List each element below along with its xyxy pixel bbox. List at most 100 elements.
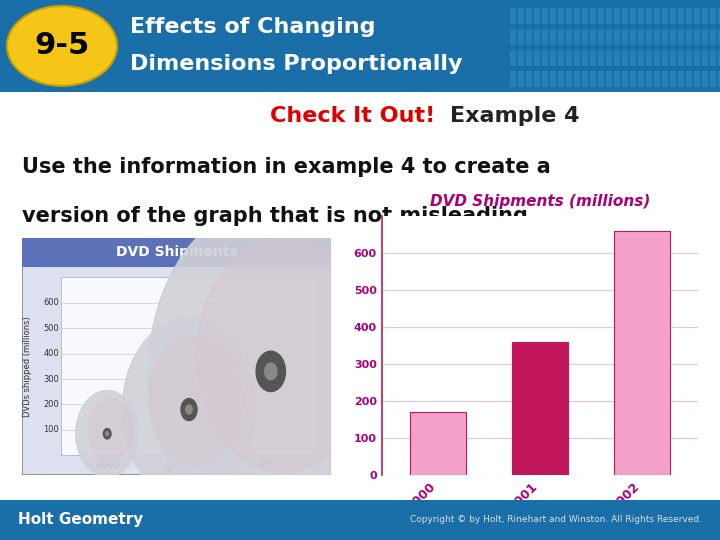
Text: DVDs shipped (millions): DVDs shipped (millions) (23, 316, 32, 417)
Ellipse shape (7, 6, 117, 86)
Circle shape (186, 405, 192, 414)
Circle shape (256, 351, 285, 392)
Circle shape (149, 336, 243, 464)
Bar (22, 238, 331, 267)
Bar (670, 71, 676, 87)
Bar (638, 8, 644, 24)
Text: Copyright © by Holt, Rinehart and Winston. All Rights Reserved.: Copyright © by Holt, Rinehart and Winsto… (410, 515, 702, 524)
Circle shape (104, 429, 111, 439)
Bar (542, 50, 548, 66)
Bar (566, 50, 572, 66)
Circle shape (197, 237, 369, 472)
Bar (718, 50, 720, 66)
Bar (574, 50, 580, 66)
Bar (662, 8, 668, 24)
Bar (614, 50, 620, 66)
Bar (590, 50, 596, 66)
Text: DVD Shipments: DVD Shipments (116, 246, 237, 259)
Circle shape (89, 399, 132, 460)
Text: Effects of Changing: Effects of Changing (130, 17, 376, 37)
Text: Check It Out!: Check It Out! (270, 106, 436, 126)
Bar (558, 29, 564, 45)
Bar (518, 29, 524, 45)
Bar (694, 8, 700, 24)
Circle shape (197, 237, 369, 472)
Bar (542, 29, 548, 45)
Bar (710, 8, 716, 24)
Bar (542, 8, 548, 24)
Bar (654, 50, 660, 66)
Bar (710, 71, 716, 87)
Bar (694, 71, 700, 87)
Bar (702, 29, 708, 45)
Bar (710, 29, 716, 45)
Text: 400: 400 (43, 349, 59, 358)
Circle shape (149, 336, 243, 464)
Bar (534, 29, 540, 45)
Bar (670, 50, 676, 66)
Bar (542, 71, 548, 87)
Bar (670, 8, 676, 24)
Circle shape (181, 399, 197, 421)
Text: Dimensions Proportionally: Dimensions Proportionally (130, 54, 462, 74)
Bar (526, 8, 532, 24)
Bar (550, 50, 556, 66)
Bar (512, 342, 568, 475)
Bar (646, 29, 652, 45)
Bar (694, 29, 700, 45)
Bar (630, 71, 636, 87)
Bar (534, 71, 540, 87)
Bar (590, 71, 596, 87)
Bar (590, 8, 596, 24)
Text: 500: 500 (43, 323, 59, 333)
Title: DVD Shipments (millions): DVD Shipments (millions) (430, 194, 650, 210)
Bar (718, 29, 720, 45)
Bar (566, 8, 572, 24)
Bar (606, 29, 612, 45)
Bar (702, 71, 708, 87)
Circle shape (149, 336, 243, 464)
Circle shape (76, 390, 139, 477)
Bar (606, 8, 612, 24)
Bar (526, 50, 532, 66)
Bar (598, 50, 604, 66)
Circle shape (149, 336, 243, 464)
Bar (646, 8, 652, 24)
Bar (678, 50, 684, 66)
Text: 100: 100 (43, 426, 59, 435)
Bar (702, 50, 708, 66)
Circle shape (197, 237, 369, 472)
Bar (526, 71, 532, 87)
Bar (646, 50, 652, 66)
Bar (410, 412, 466, 475)
Bar (630, 50, 636, 66)
Bar (518, 50, 524, 66)
Bar (614, 29, 620, 45)
Bar (526, 29, 532, 45)
Bar (678, 29, 684, 45)
Circle shape (89, 399, 132, 460)
Bar (518, 8, 524, 24)
Circle shape (122, 318, 256, 501)
Circle shape (89, 399, 132, 460)
Bar (686, 50, 692, 66)
Bar (598, 29, 604, 45)
Bar (574, 8, 580, 24)
Circle shape (197, 237, 369, 472)
Circle shape (197, 237, 369, 472)
Bar (558, 50, 564, 66)
Circle shape (265, 363, 277, 380)
Bar (622, 8, 628, 24)
Bar (718, 8, 720, 24)
Bar (622, 71, 628, 87)
Text: 9-5: 9-5 (35, 31, 89, 60)
Bar (686, 71, 692, 87)
Bar (646, 71, 652, 87)
Bar (606, 71, 612, 87)
Bar (566, 71, 572, 87)
Bar (550, 8, 556, 24)
Bar (678, 8, 684, 24)
Bar (718, 71, 720, 87)
Bar (630, 29, 636, 45)
Bar (654, 71, 660, 87)
